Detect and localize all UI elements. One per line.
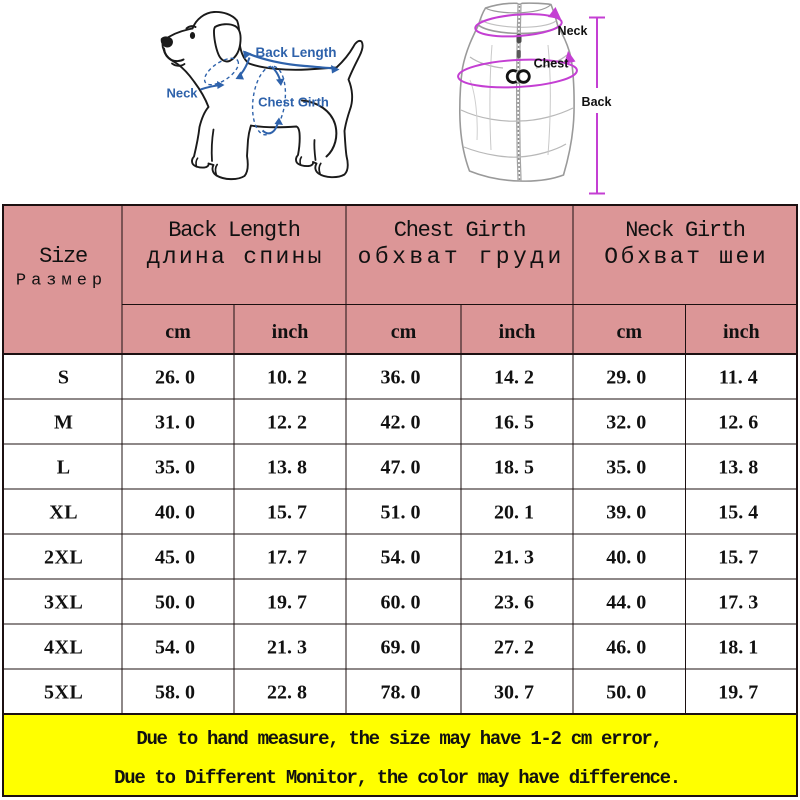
svg-text:17. 3: 17. 3 [718, 592, 758, 614]
svg-text:15. 7: 15. 7 [267, 502, 307, 524]
svg-text:Back Length: Back Length [255, 45, 336, 60]
svg-text:обхват груди: обхват груди [358, 244, 565, 270]
svg-text:23. 6: 23. 6 [494, 592, 534, 614]
svg-text:inch: inch [272, 321, 309, 343]
svg-text:54. 0: 54. 0 [381, 547, 421, 569]
svg-text:Neck Girth: Neck Girth [625, 218, 745, 243]
svg-text:cm: cm [391, 321, 417, 343]
svg-text:Size: Size [39, 244, 87, 269]
svg-text:5XL: 5XL [44, 682, 83, 704]
svg-text:14. 2: 14. 2 [494, 367, 534, 389]
svg-text:31. 0: 31. 0 [155, 412, 195, 434]
svg-text:40. 0: 40. 0 [155, 502, 195, 524]
svg-text:16. 5: 16. 5 [494, 412, 534, 434]
svg-text:12. 6: 12. 6 [718, 412, 758, 434]
svg-text:60. 0: 60. 0 [381, 592, 421, 614]
svg-text:Обхват шеи: Обхват шеи [604, 244, 768, 270]
svg-text:Due to hand measure, the size: Due to hand measure, the size may have 1… [136, 728, 661, 750]
svg-text:2XL: 2XL [44, 547, 83, 569]
svg-text:58. 0: 58. 0 [155, 682, 195, 704]
svg-text:36. 0: 36. 0 [381, 367, 421, 389]
svg-text:cm: cm [617, 321, 643, 343]
svg-text:18. 1: 18. 1 [718, 637, 758, 659]
svg-text:50. 0: 50. 0 [606, 682, 646, 704]
svg-text:47. 0: 47. 0 [381, 457, 421, 479]
svg-text:11. 4: 11. 4 [719, 367, 758, 389]
svg-text:30. 7: 30. 7 [494, 682, 534, 704]
svg-text:40. 0: 40. 0 [606, 547, 646, 569]
svg-text:Neck: Neck [166, 86, 198, 101]
svg-text:50. 0: 50. 0 [155, 592, 195, 614]
svg-text:Размер: Размер [16, 272, 107, 291]
svg-text:12. 2: 12. 2 [267, 412, 307, 434]
svg-text:21. 3: 21. 3 [494, 547, 534, 569]
svg-text:длина спины: длина спины [147, 244, 324, 270]
svg-text:19. 7: 19. 7 [718, 682, 758, 704]
svg-text:Back: Back [582, 95, 612, 109]
svg-text:19. 7: 19. 7 [267, 592, 307, 614]
svg-text:Chest Girth: Chest Girth [394, 218, 526, 243]
svg-text:4XL: 4XL [44, 637, 83, 659]
svg-text:Neck: Neck [558, 24, 588, 38]
svg-text:78. 0: 78. 0 [381, 682, 421, 704]
svg-text:inch: inch [499, 321, 536, 343]
svg-text:51. 0: 51. 0 [381, 502, 421, 524]
svg-text:20. 1: 20. 1 [494, 502, 534, 524]
svg-text:35. 0: 35. 0 [155, 457, 195, 479]
svg-text:69. 0: 69. 0 [381, 637, 421, 659]
svg-text:35. 0: 35. 0 [606, 457, 646, 479]
svg-text:39. 0: 39. 0 [606, 502, 646, 524]
svg-text:3XL: 3XL [44, 592, 83, 614]
svg-text:42. 0: 42. 0 [381, 412, 421, 434]
svg-text:inch: inch [723, 321, 760, 343]
svg-text:XL: XL [49, 502, 78, 524]
svg-text:cm: cm [165, 321, 191, 343]
svg-text:15. 7: 15. 7 [718, 547, 758, 569]
svg-text:54. 0: 54. 0 [155, 637, 195, 659]
svg-text:S: S [58, 367, 70, 389]
svg-text:13. 8: 13. 8 [718, 457, 758, 479]
svg-text:32. 0: 32. 0 [606, 412, 646, 434]
svg-text:21. 3: 21. 3 [267, 637, 307, 659]
svg-text:29. 0: 29. 0 [606, 367, 646, 389]
svg-text:Chest Girth: Chest Girth [258, 95, 329, 110]
svg-text:L: L [57, 457, 71, 479]
svg-text:Due to Different Monitor, the: Due to Different Monitor, the color may … [114, 767, 680, 789]
svg-text:44. 0: 44. 0 [606, 592, 646, 614]
svg-text:27. 2: 27. 2 [494, 637, 534, 659]
svg-text:18. 5: 18. 5 [494, 457, 534, 479]
svg-text:46. 0: 46. 0 [606, 637, 646, 659]
svg-text:22. 8: 22. 8 [267, 682, 307, 704]
svg-text:Back Length: Back Length [168, 218, 300, 243]
svg-text:26. 0: 26. 0 [155, 367, 195, 389]
svg-text:13. 8: 13. 8 [267, 457, 307, 479]
svg-text:17. 7: 17. 7 [267, 547, 307, 569]
svg-text:M: M [54, 412, 73, 434]
svg-text:45. 0: 45. 0 [155, 547, 195, 569]
svg-text:Chest: Chest [534, 57, 570, 71]
svg-text:10. 2: 10. 2 [267, 367, 307, 389]
svg-text:15. 4: 15. 4 [718, 502, 758, 524]
